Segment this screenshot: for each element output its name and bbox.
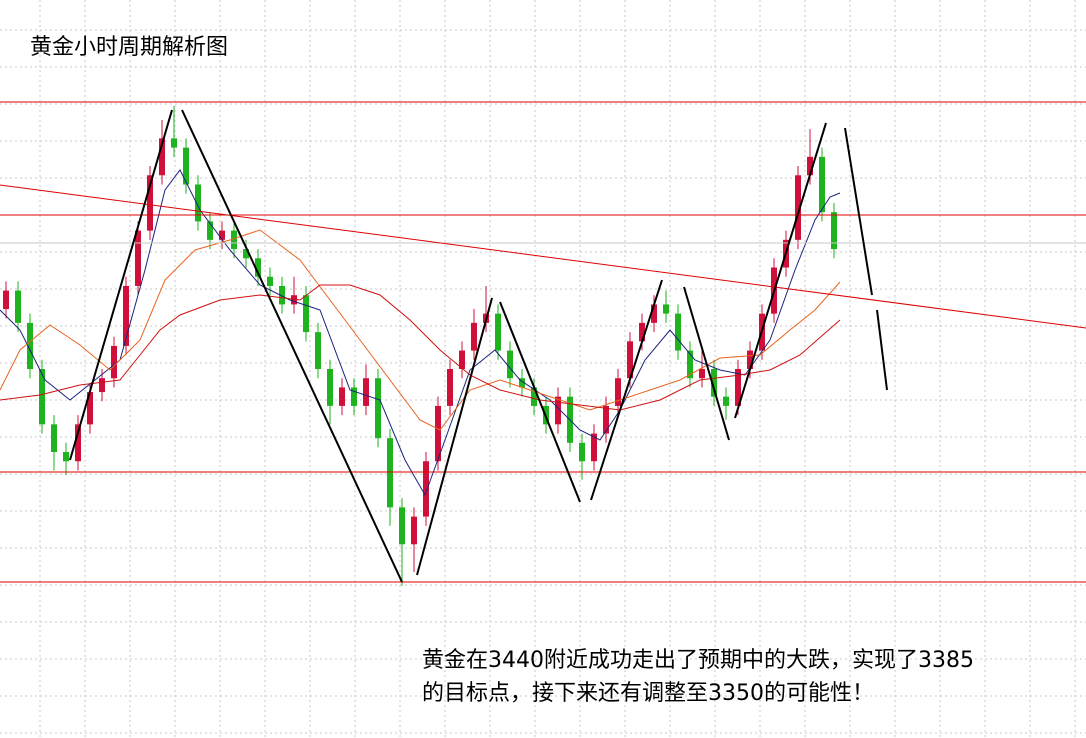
overlays [0,101,1086,583]
candle-body [687,350,693,379]
ma-short [0,169,841,497]
candle-body [603,405,609,434]
candle-body [507,350,513,379]
candle-body [219,230,225,240]
candle-body [279,285,285,305]
candle-body [531,387,537,406]
candle-body [315,332,321,369]
annotation: 的目标点，接下来还有调整至3350的可能性！ [422,681,874,706]
candle-body [3,290,9,310]
candle-body [135,230,141,286]
wave-line [590,279,663,501]
candle-body [579,442,585,462]
candle-body [351,387,357,406]
candle-body [591,433,597,462]
candle-body [387,438,393,508]
candle-body [195,184,201,222]
candle-body [75,424,81,462]
wave-line [69,109,173,461]
candle-body [207,221,213,240]
candle-body [99,378,105,393]
wave-line [876,309,888,391]
candles [3,106,837,586]
candle-body [411,516,417,545]
candle-body [615,378,621,406]
candle-body [435,405,441,462]
candle-body [255,258,261,277]
wave-line [844,127,873,296]
candle-body [291,295,297,305]
trend-line [0,184,1086,329]
candle-body [675,313,681,351]
candle-body [747,350,753,369]
candle-body [159,138,165,176]
wave-line [499,301,581,503]
candle-body [711,369,717,397]
wave-line [416,297,493,576]
candle-body [519,378,525,388]
chart-title: 黄金小时周期解析图 [30,35,228,60]
candle-body [423,461,429,517]
candle-body [27,322,33,369]
candle-body [303,295,309,333]
candle-body [171,138,177,148]
candle-body [147,175,153,231]
wave-line [683,286,730,441]
candle-body [183,147,189,185]
candle-body [447,369,453,406]
candle-body [363,378,369,406]
candle-body [723,396,729,406]
candle-body [651,304,657,323]
ma-long [0,284,841,411]
candle-body [87,392,93,425]
ma-medium [0,229,841,431]
candle-body [327,369,333,406]
candle-body [627,341,633,379]
candle-body [639,322,645,342]
candle-body [39,369,45,425]
candle-body [111,345,117,379]
candle-body [699,369,705,379]
candle-body [399,507,405,545]
zigzag [69,109,888,583]
candle-body [267,276,273,286]
candle-body [471,322,477,351]
candle-body [831,212,837,250]
candle-body [807,156,813,176]
candle-body [63,452,69,462]
candle-body [819,156,825,213]
candle-body [243,249,249,259]
candle-body [15,290,21,323]
candle-body [735,369,741,406]
candle-body [123,285,129,346]
candle-body [375,378,381,439]
candle-body [231,230,237,250]
candle-body [555,396,561,425]
candle-body [459,350,465,369]
candle-body [495,313,501,351]
candle-body [663,304,669,314]
candle-body [339,387,345,406]
annotation: 黄金在3440附近成功走出了预期中的大跌，实现了3385 [422,648,974,673]
candle-body [795,175,801,240]
wave-line [181,109,403,583]
wave-line [734,122,827,419]
candle-body [51,424,57,453]
